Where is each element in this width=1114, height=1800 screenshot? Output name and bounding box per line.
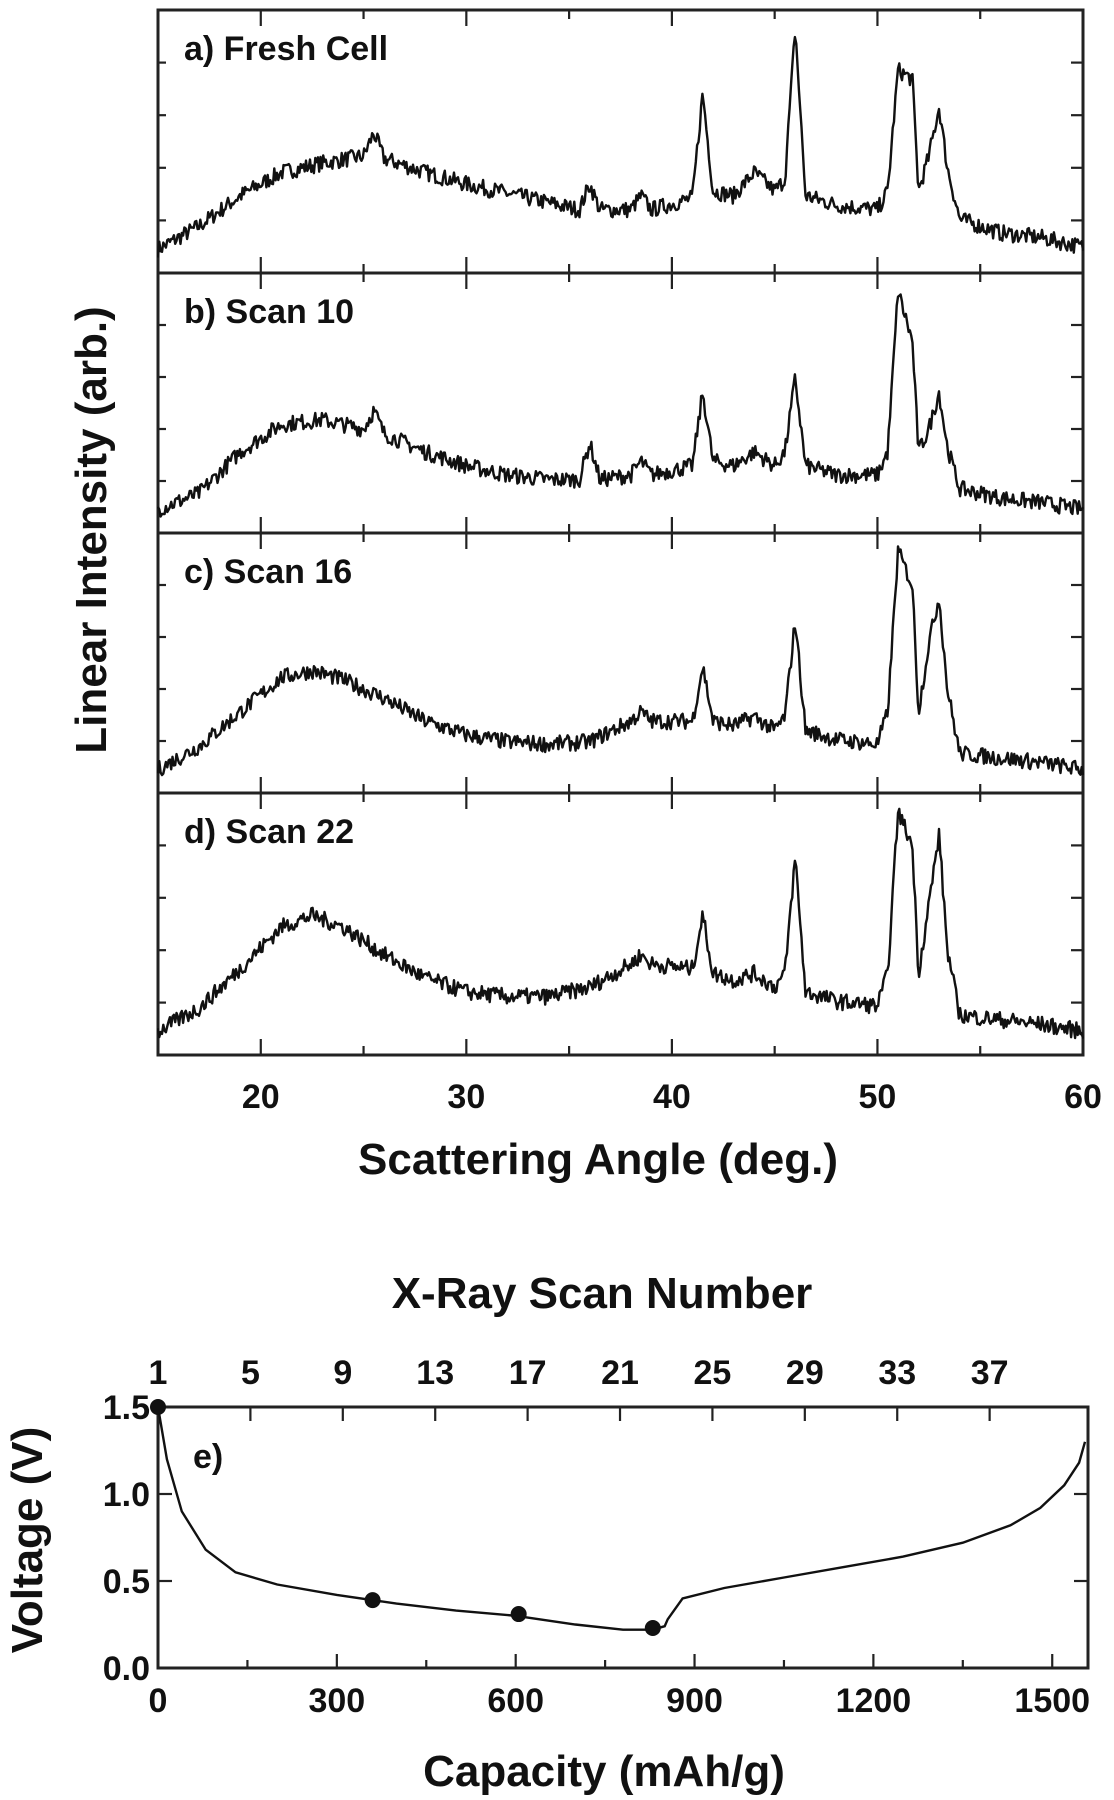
top-tick-label: 37 [971, 1354, 1009, 1392]
x-tick-label: 1500 [1014, 1682, 1090, 1720]
x-tick-label: 40 [653, 1078, 691, 1116]
y-tick-label: 0.5 [103, 1563, 150, 1601]
xrd-panel-d: d) Scan 22 [156, 791, 1085, 1057]
y-tick-label: 1.0 [103, 1476, 150, 1514]
top-tick-label: 17 [509, 1354, 547, 1392]
x-axis-title: Capacity (mAh/g) [423, 1747, 785, 1796]
x-tick-label: 50 [859, 1078, 897, 1116]
panel-label: e) [193, 1438, 223, 1476]
top-tick-label: 5 [241, 1354, 260, 1392]
scan-marker [644, 1619, 661, 1636]
y-axis-title: Linear Intensity (arb.) [67, 306, 116, 753]
panel-label: b) Scan 10 [184, 293, 354, 331]
x-axis-title: Scattering Angle (deg.) [358, 1135, 838, 1184]
x-tick-label: 60 [1064, 1078, 1102, 1116]
x-tick-label: 20 [242, 1078, 280, 1116]
top-tick-label: 13 [416, 1354, 454, 1392]
x-tick-label: 0 [149, 1682, 168, 1720]
top-tick-label: 21 [601, 1354, 639, 1392]
xrd-panel-c: c) Scan 16 [156, 531, 1085, 795]
x-tick-label: 1200 [836, 1682, 912, 1720]
xrd-trace [156, 545, 1085, 777]
y-tick-label: 1.5 [103, 1389, 150, 1427]
xrd-stacked-chart: a) Fresh Cell b) Scan 10 c) Scan 16 d) Scan… [67, 8, 1102, 1184]
x-tick-label: 900 [666, 1682, 723, 1720]
voltage-curve [156, 1406, 1087, 1631]
y-axis-title: Voltage (V) [3, 1427, 52, 1654]
top-tick-label: 1 [149, 1354, 168, 1392]
xrd-trace [156, 293, 1085, 518]
panel-label: a) Fresh Cell [184, 30, 388, 68]
xrd-panel-b: b) Scan 10 [156, 271, 1085, 535]
top-tick-label: 33 [878, 1354, 916, 1392]
xrd-trace [156, 807, 1085, 1040]
x-tick-label: 30 [447, 1078, 485, 1116]
top-tick-label: 25 [694, 1354, 732, 1392]
x-tick-label: 300 [308, 1682, 365, 1720]
scan-marker [150, 1399, 166, 1415]
xrd-trace [156, 35, 1085, 258]
panel-label: d) Scan 22 [184, 813, 354, 851]
scan-marker [364, 1592, 381, 1609]
voltage-profile-chart: 0 300 600 900 1200 1500 0.0 0.5 1.0 1.51 5 9 13 17 21 2… [3, 1269, 1090, 1796]
panel-label: c) Scan 16 [184, 553, 352, 591]
scan-marker [510, 1606, 527, 1623]
top-axis-title: X-Ray Scan Number [392, 1269, 813, 1318]
y-tick-label: 0.0 [103, 1650, 150, 1688]
xrd-panel-a: a) Fresh Cell [156, 8, 1085, 275]
x-tick-label: 600 [487, 1682, 544, 1720]
voltage-plot-frame [156, 1405, 1090, 1670]
top-tick-label: 9 [333, 1354, 352, 1392]
top-tick-label: 29 [786, 1354, 824, 1392]
panel-frame [156, 791, 1085, 1057]
